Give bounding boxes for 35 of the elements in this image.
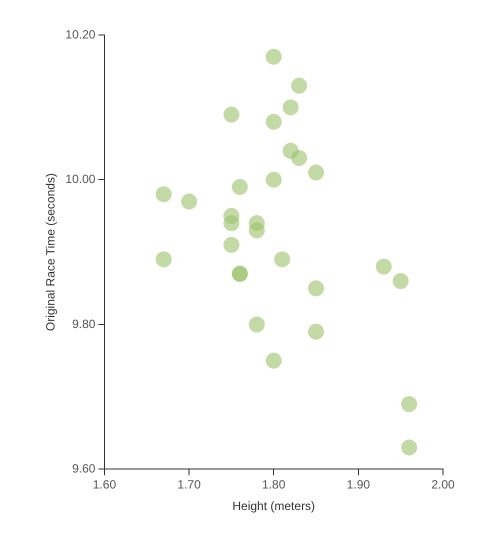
- y-tick-label: 9.60: [72, 462, 96, 476]
- x-tick-label: 1.70: [177, 478, 202, 492]
- y-tick-label: 9.80: [72, 316, 96, 331]
- point: [291, 150, 308, 166]
- y-tick-label: 10.20: [65, 27, 96, 42]
- point: [308, 324, 324, 340]
- point: [308, 164, 324, 180]
- point: [274, 251, 290, 268]
- point: [181, 193, 198, 210]
- point: [248, 316, 265, 332]
- point: [248, 222, 265, 238]
- point: [266, 172, 282, 188]
- point: [401, 439, 418, 456]
- point: [156, 186, 172, 202]
- point: [223, 106, 240, 123]
- x-tick-label: 1.60: [92, 478, 116, 492]
- x-tick-label: 1.90: [346, 478, 370, 492]
- point: [308, 280, 324, 296]
- point: [401, 396, 418, 412]
- point: [282, 99, 299, 116]
- point: [392, 273, 409, 290]
- y-axis-title: Original Race Time (seconds): [44, 173, 58, 332]
- point: [266, 352, 282, 369]
- point: [232, 178, 248, 195]
- point: [266, 48, 282, 65]
- x-tick-label: 2.00: [431, 478, 455, 492]
- x-axis-title: Height (meters): [232, 499, 316, 514]
- point: [376, 258, 392, 275]
- point: [291, 78, 308, 94]
- point: [156, 251, 172, 268]
- x-tick-label: 1.80: [262, 478, 286, 492]
- point: [223, 236, 240, 253]
- point: [223, 215, 240, 232]
- y-tick-label: 10.00: [65, 172, 96, 186]
- point: [266, 114, 282, 130]
